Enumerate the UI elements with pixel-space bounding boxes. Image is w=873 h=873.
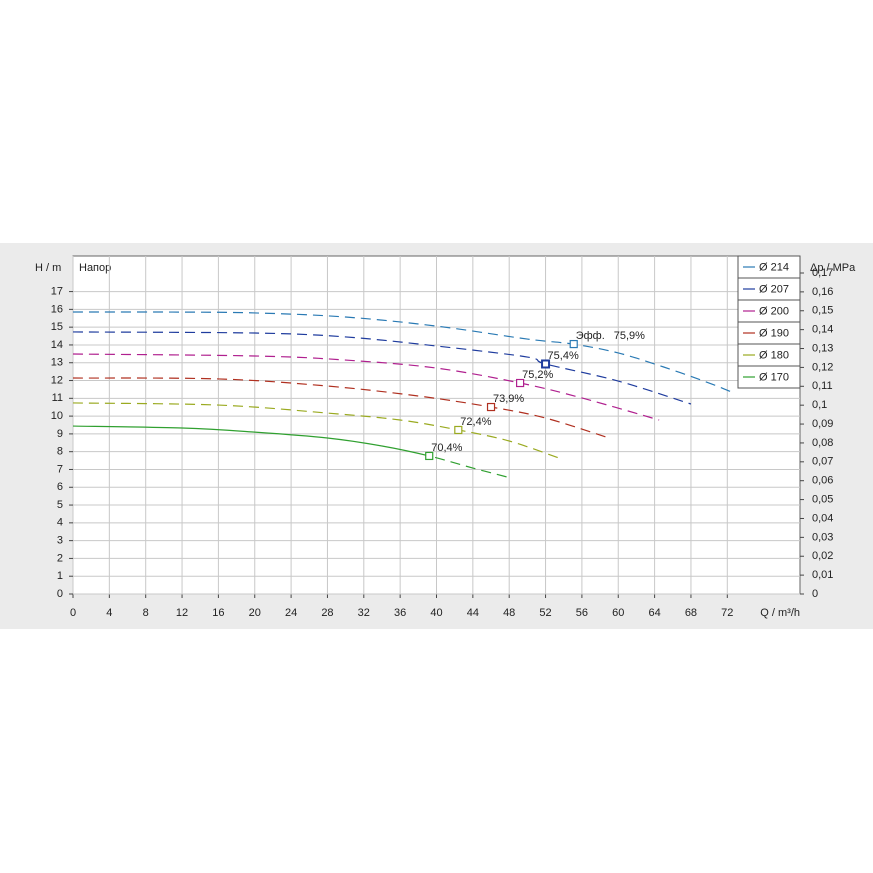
y-tick-label: 0 <box>57 588 63 600</box>
efficiency-label: 73,9% <box>493 393 524 405</box>
efficiency-label: 70,4% <box>431 442 462 454</box>
y2-tick-label: 0,09 <box>812 418 833 430</box>
y-tick-label: 1 <box>57 570 63 582</box>
bep-marker <box>541 359 551 369</box>
bep-marker <box>569 339 578 349</box>
x-tick-label: 72 <box>721 607 733 619</box>
efficiency-label: 75,4% <box>548 350 579 362</box>
y2-tick-label: 0,17 <box>812 267 833 279</box>
x-tick-label: 60 <box>612 607 624 619</box>
legend-row <box>737 365 801 389</box>
legend-label: Ø 200 <box>759 305 789 317</box>
bep-marker <box>516 378 525 388</box>
y2-axis-label: Δp / MPa <box>810 262 856 274</box>
x-tick-label: 32 <box>358 607 370 619</box>
y-tick-label: 11 <box>52 392 63 404</box>
subtitle: Напор <box>79 262 111 274</box>
y-tick-label: 3 <box>57 535 63 547</box>
x-tick-label: 4 <box>106 607 112 619</box>
bep-marker <box>486 402 496 412</box>
x-tick-label: 40 <box>430 607 442 619</box>
y2-tick-label: 0,1 <box>812 399 827 411</box>
x-tick-label: 0 <box>70 607 76 619</box>
efficiency-label: 75,9% <box>614 330 645 342</box>
y2-tick-label: 0,03 <box>812 531 833 543</box>
y2-tick-label: 0,16 <box>812 286 833 298</box>
x-tick-label: 8 <box>143 607 149 619</box>
curves: Эфф. 75,9% 75,4% 75,2% 73,9%72,4% 70,4% <box>72 311 733 479</box>
x-tick-label: 24 <box>285 607 297 619</box>
x-tick-label: 68 <box>685 607 697 619</box>
legend-label: Ø 190 <box>759 327 789 339</box>
y2-tick-label: 0,13 <box>812 342 833 354</box>
x-tick-label: 28 <box>321 607 333 619</box>
legend: Ø 214 Ø 207 Ø 200 Ø 190 Ø 180 Ø 170 <box>737 255 801 389</box>
y-tick-label: 6 <box>57 481 63 493</box>
curve <box>72 331 692 405</box>
curve <box>72 311 733 393</box>
y-tick-label: 4 <box>57 517 63 529</box>
y-tick-label: 15 <box>51 321 63 333</box>
curve <box>72 425 512 479</box>
y2-tick-label: 0,11 <box>812 380 833 392</box>
y-tick-label: 7 <box>57 463 63 475</box>
y2-tick-label: 0,06 <box>812 475 833 487</box>
y2-tick-label: 0,01 <box>812 569 833 581</box>
y-tick-label: 5 <box>57 499 63 511</box>
y-axis-label: H / m <box>35 262 61 274</box>
legend-label: Ø 180 <box>759 349 789 361</box>
y2-tick-label: 0,14 <box>812 324 833 336</box>
x-tick-label: 44 <box>467 607 479 619</box>
bep-marker <box>454 425 463 435</box>
x-tick-label: 52 <box>539 607 551 619</box>
y-tick-label: 17 <box>51 285 63 297</box>
x-tick-label: 48 <box>503 607 515 619</box>
efficiency-label: 72,4% <box>460 416 491 428</box>
x-tick-label: 16 <box>212 607 224 619</box>
x-tick-label: 56 <box>576 607 588 619</box>
y2-tick-label: 0,05 <box>812 493 833 505</box>
y-tick-label: 10 <box>51 410 63 422</box>
y2-tick-label: 0 <box>812 588 818 600</box>
y2-tick-label: 0,08 <box>812 437 833 449</box>
y2-tick-label: 0,12 <box>812 361 833 373</box>
y2-tick-label: 0,07 <box>812 456 833 468</box>
efficiency-prefix: Эфф. <box>576 330 605 342</box>
legend-label: Ø 207 <box>759 283 789 295</box>
x-axis-label: Q / m³/h <box>760 607 800 619</box>
curve <box>72 402 560 459</box>
legend-label: Ø 170 <box>759 371 789 383</box>
y-tick-label: 2 <box>57 552 63 564</box>
x-tick-label: 36 <box>394 607 406 619</box>
efficiency-label: 75,2% <box>522 369 553 381</box>
curve <box>72 377 610 439</box>
y2-tick-label: 0,04 <box>812 512 833 524</box>
x-tick-label: 12 <box>176 607 188 619</box>
x-tick-label: 20 <box>249 607 261 619</box>
bep-marker <box>425 451 434 461</box>
y2-tick-label: 0,02 <box>812 550 833 562</box>
legend-label: Ø 214 <box>759 261 789 273</box>
y-tick-label: 14 <box>51 339 63 351</box>
y2-tick-label: 0,15 <box>812 305 833 317</box>
curve <box>72 353 660 421</box>
y-tick-label: 9 <box>57 428 63 440</box>
y-tick-label: 8 <box>57 446 63 458</box>
y-tick-label: 16 <box>51 303 63 315</box>
x-tick-label: 64 <box>648 607 660 619</box>
y-tick-label: 12 <box>51 374 63 386</box>
y-tick-label: 13 <box>51 357 63 369</box>
